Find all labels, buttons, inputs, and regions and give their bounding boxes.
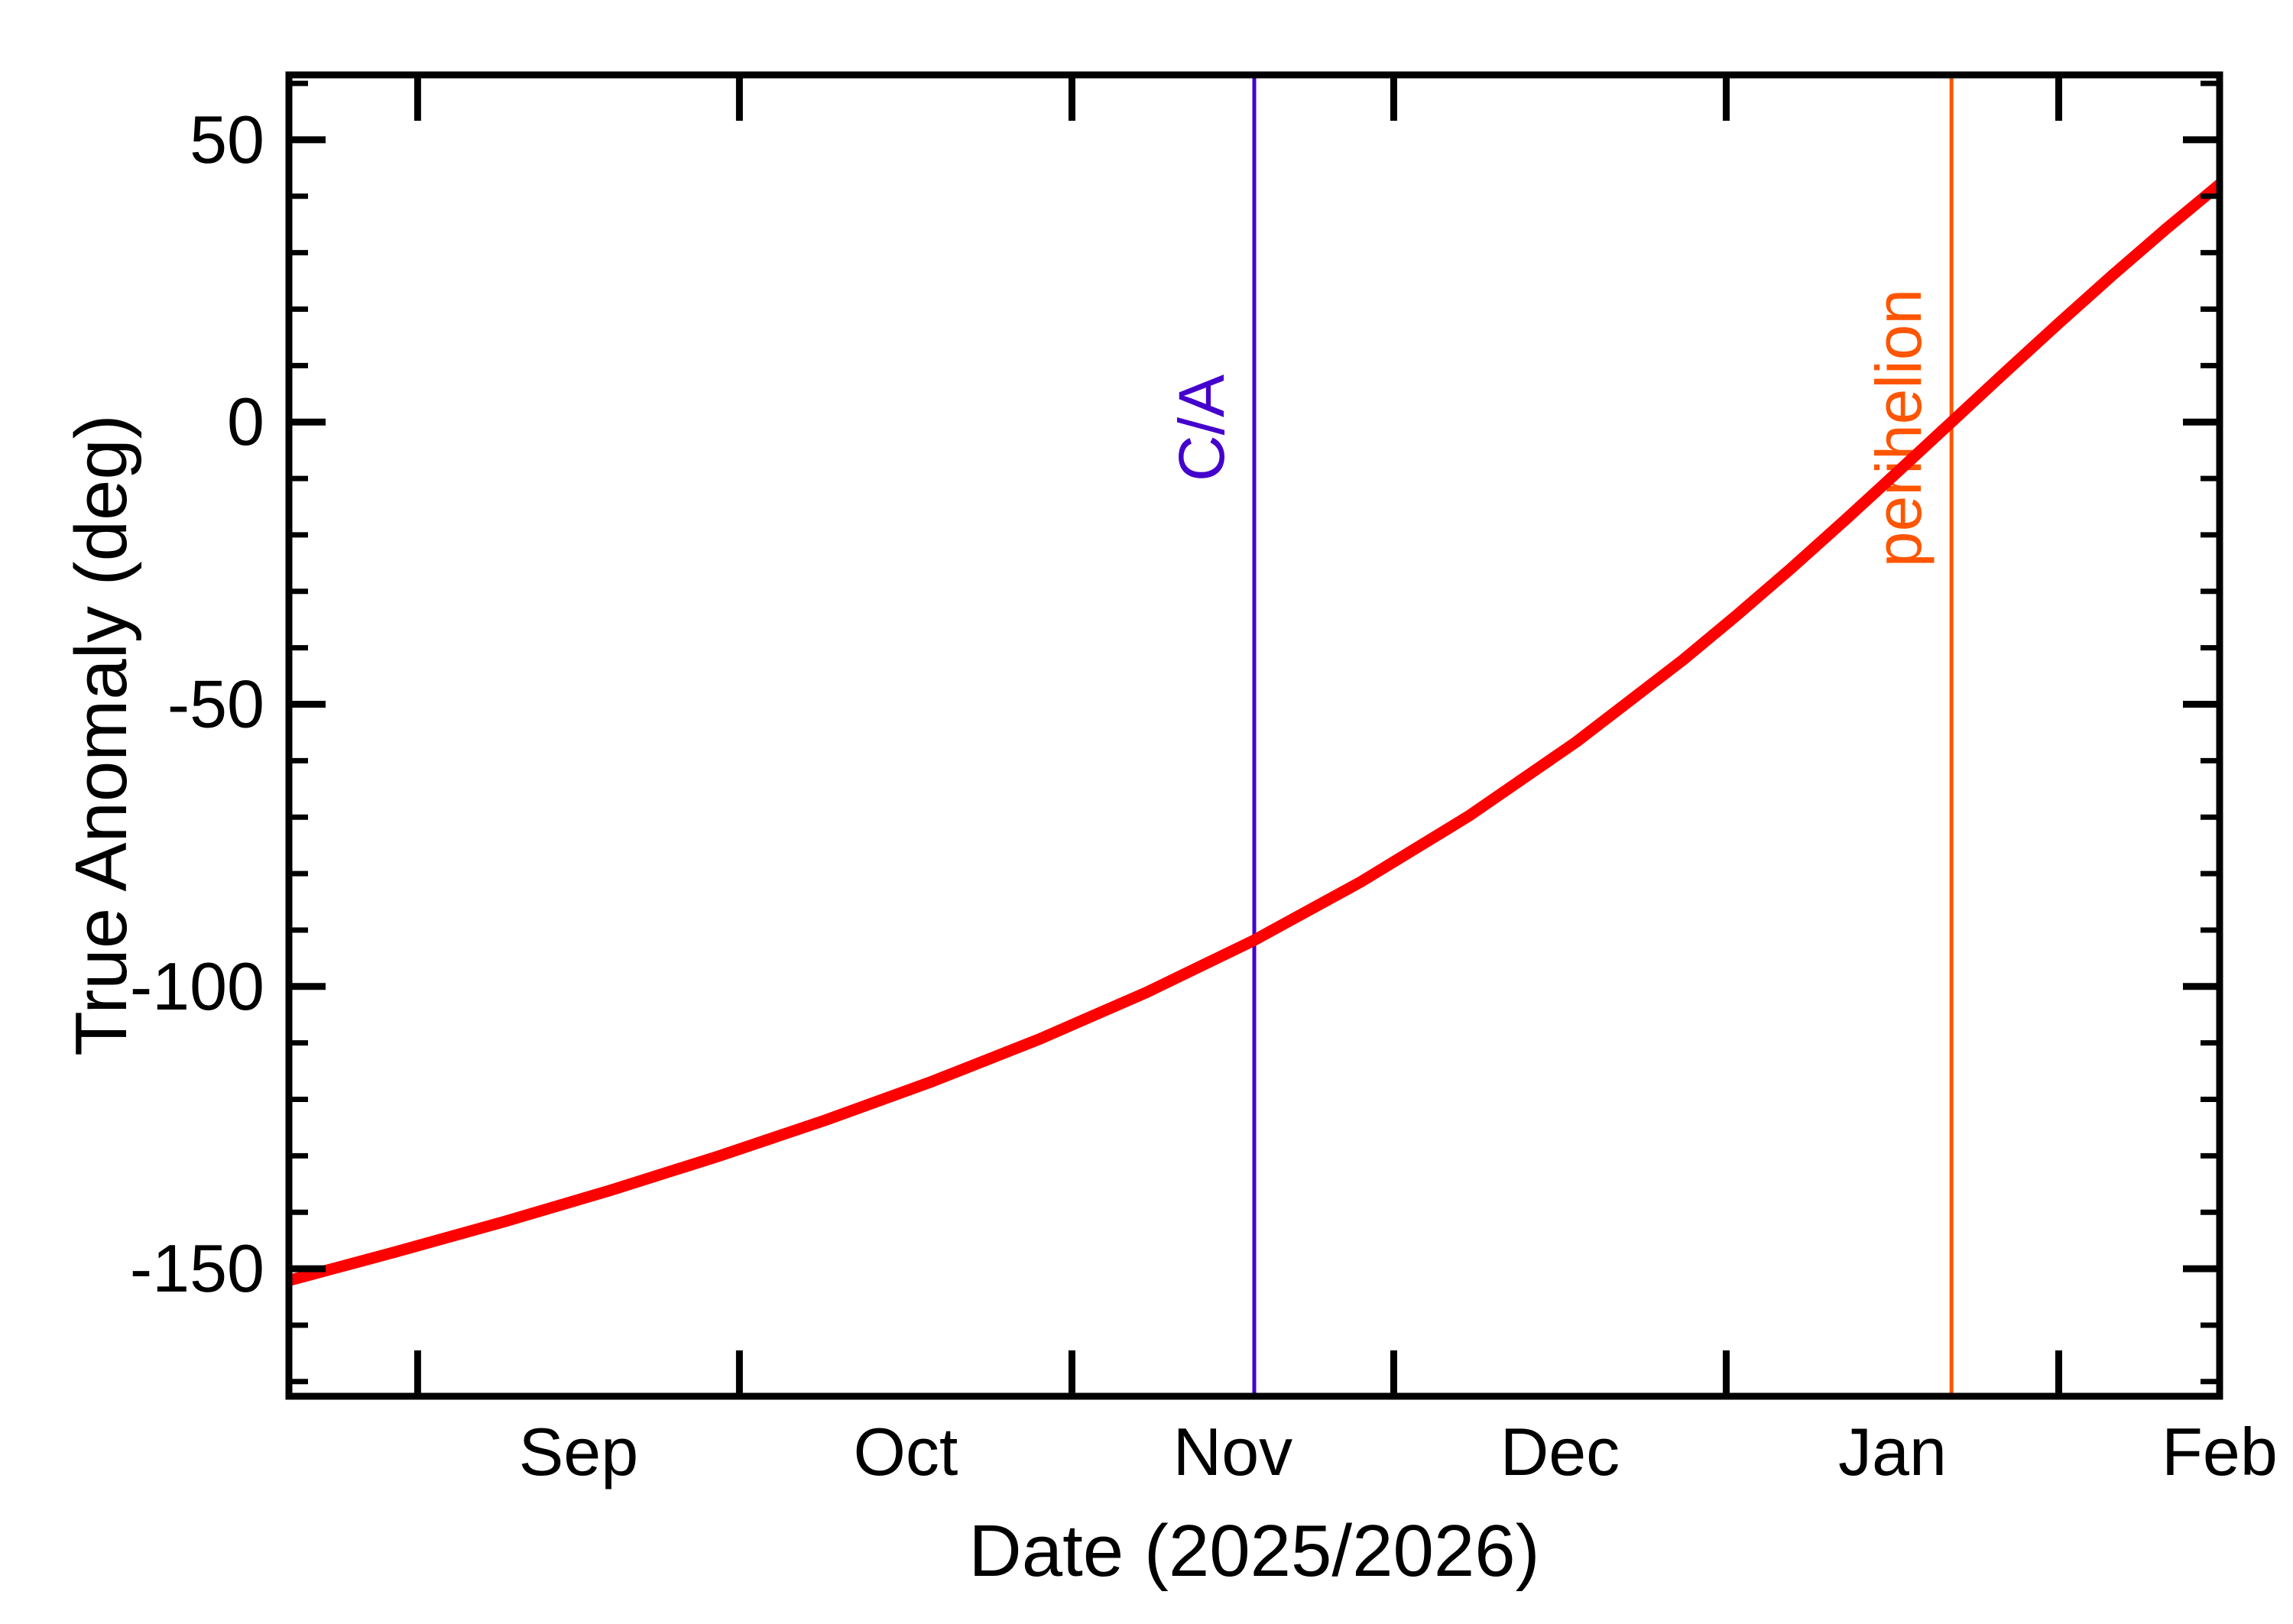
y-tick-label: -50 xyxy=(167,666,264,742)
ca-marker-label: C/A xyxy=(1166,374,1237,481)
plot-frame xyxy=(285,71,2223,1400)
y-tick-label: -150 xyxy=(130,1230,264,1306)
x-axis-title: Date (2025/2026) xyxy=(968,1510,1539,1592)
title-layer: Date (2025/2026) True Anomaly (deg) xyxy=(60,414,1540,1592)
perihelion-marker-label: perihelion xyxy=(1863,289,1935,567)
x-tick-label: Sep xyxy=(519,1414,639,1489)
x-tick-label: Feb xyxy=(2162,1414,2278,1489)
true-anomaly-vs-date-curve xyxy=(287,180,2223,1286)
x-tick-label: Nov xyxy=(1173,1414,1293,1489)
x-tick-label: Jan xyxy=(1838,1414,1947,1489)
y-axis-title: True Anomaly (deg) xyxy=(60,414,142,1055)
marker-layer: C/A perihelion xyxy=(1166,75,1954,1396)
x-tick-label: Dec xyxy=(1500,1414,1620,1489)
axis-layer: Sep Oct Nov Dec Jan Feb 50 0 -50 -100 -150 xyxy=(130,71,2278,1489)
y-tick-label: 0 xyxy=(227,384,264,459)
x-tick-label: Oct xyxy=(853,1414,958,1489)
series-layer xyxy=(287,180,2223,1286)
y-tick-label: -100 xyxy=(130,948,264,1024)
y-tick-label: 50 xyxy=(190,102,264,177)
